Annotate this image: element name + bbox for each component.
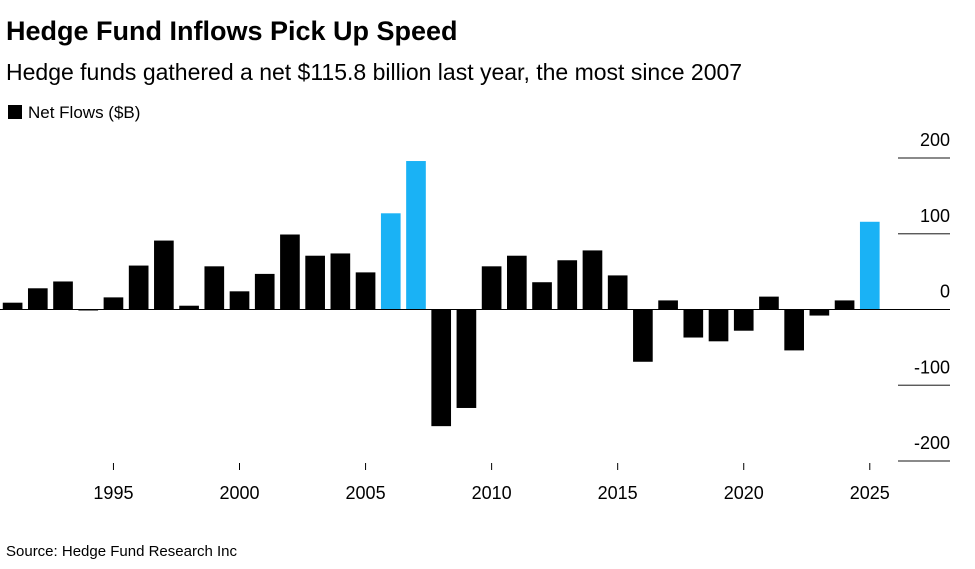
- bar: [280, 234, 300, 310]
- x-tick-label: 2005: [346, 483, 386, 503]
- bar: [683, 309, 704, 338]
- x-tick-label: 2015: [598, 483, 638, 503]
- chart-subtitle: Hedge funds gathered a net $115.8 billio…: [6, 59, 742, 85]
- source: Source: Hedge Fund Research Inc: [6, 543, 237, 560]
- bar: [154, 240, 174, 310]
- bar: [809, 309, 830, 316]
- y-tick-label: -200: [914, 433, 950, 453]
- bar: [532, 282, 552, 310]
- bar: [506, 255, 527, 310]
- bar: [733, 309, 754, 331]
- x-tick-label: 2000: [219, 483, 259, 503]
- bar: [582, 250, 603, 310]
- bar: [305, 255, 325, 310]
- legend-swatch: [8, 105, 22, 119]
- legend-label: Net Flows ($B): [28, 103, 140, 122]
- bar: [179, 305, 199, 310]
- y-tick-label: 100: [920, 206, 950, 226]
- bar: [27, 288, 48, 310]
- bar: [859, 221, 880, 310]
- x-tick-label: 2020: [724, 483, 764, 503]
- bar: [53, 281, 73, 310]
- y-tick-label: -100: [914, 357, 950, 377]
- x-tick-label: 2010: [472, 483, 512, 503]
- chart-title: Hedge Fund Inflows Pick Up Speed: [6, 16, 458, 46]
- bar: [834, 300, 855, 310]
- bar: [380, 213, 401, 310]
- x-tick-label: 1995: [93, 483, 133, 503]
- bar: [633, 309, 653, 362]
- bar: [708, 309, 729, 342]
- bar: [406, 161, 426, 310]
- y-tick-label: 0: [940, 282, 950, 302]
- bar: [456, 309, 477, 408]
- bar: [103, 297, 124, 310]
- bar: [759, 296, 779, 310]
- bar: [229, 291, 250, 310]
- bar: [481, 266, 502, 310]
- y-tick-label: 200: [920, 130, 950, 150]
- bar: [607, 275, 628, 310]
- bar: [355, 272, 376, 310]
- bar: [128, 265, 149, 310]
- bar: [557, 260, 578, 310]
- bar: [254, 273, 275, 310]
- bar: [784, 309, 804, 351]
- x-tick-label: 2025: [850, 483, 890, 503]
- bar: [658, 300, 678, 310]
- bar: [204, 266, 225, 310]
- bar: [2, 302, 23, 310]
- bar: [431, 309, 452, 427]
- bar: [330, 253, 351, 310]
